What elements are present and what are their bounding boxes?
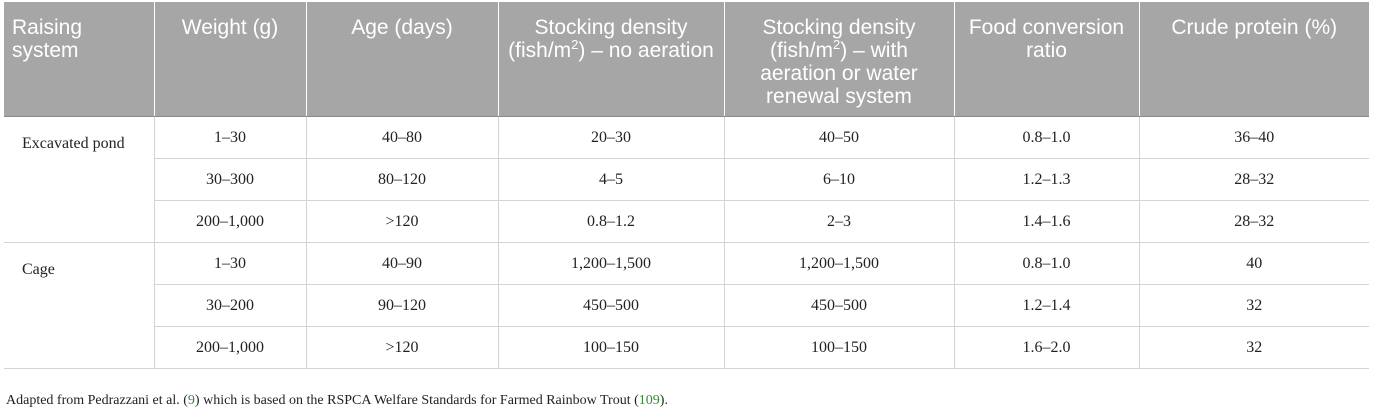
weight-cell: 200–1,000 xyxy=(153,326,306,369)
header-food-conversion: Food conversion ratio xyxy=(953,2,1139,117)
age-cell: 80–120 xyxy=(305,158,498,201)
weight-cell: 200–1,000 xyxy=(153,200,306,243)
density-no-aeration-cell: 100–150 xyxy=(497,326,724,369)
food-conversion-cell: 1.2–1.3 xyxy=(953,158,1139,201)
table-footnote: Adapted from Pedrazzani et al. (9) which… xyxy=(6,393,668,409)
table-row: Cage 1–30 40–90 1,200–1,500 1,200–1,500 … xyxy=(4,242,1369,369)
density-aeration-cell: 2–3 xyxy=(723,200,954,243)
header-raising-system: Raising system xyxy=(4,2,154,117)
crude-protein-cell: 36–40 xyxy=(1138,116,1369,159)
data-table-container: Raising system Weight (g) Age (days) Sto… xyxy=(4,2,1369,369)
reference-link[interactable]: 109 xyxy=(638,393,660,408)
weight-cell: 30–300 xyxy=(153,158,306,201)
weight-cell: 1–30 xyxy=(153,116,306,159)
table-body: Excavated pond 1–30 40–80 20–30 40–50 0.… xyxy=(4,116,1369,369)
age-cell: 40–80 xyxy=(305,116,498,159)
food-conversion-cell: 1.2–1.4 xyxy=(953,284,1139,327)
footnote-text: ) which is based on the RSPCA Welfare St… xyxy=(194,393,639,408)
density-no-aeration-cell: 450–500 xyxy=(497,284,724,327)
stocking-table: Raising system Weight (g) Age (days) Sto… xyxy=(4,2,1369,369)
density-no-aeration-cell: 1,200–1,500 xyxy=(497,242,724,285)
density-aeration-cell: 6–10 xyxy=(723,158,954,201)
weight-cell: 30–200 xyxy=(153,284,306,327)
age-cell: >120 xyxy=(305,200,498,243)
density-aeration-cell: 40–50 xyxy=(723,116,954,159)
header-density-no-aeration: Stocking density (fish/m2) – no aeration xyxy=(497,2,724,117)
food-conversion-cell: 0.8–1.0 xyxy=(953,116,1139,159)
density-aeration-cell: 450–500 xyxy=(723,284,954,327)
reference-link[interactable]: 9 xyxy=(187,393,195,408)
table-row: 200–1,000 >120 0.8–1.2 2–3 1.4–1.6 28–32 xyxy=(4,200,1369,243)
density-no-aeration-cell: 20–30 xyxy=(497,116,724,159)
crude-protein-cell: 32 xyxy=(1138,284,1369,327)
food-conversion-cell: 1.4–1.6 xyxy=(953,200,1139,243)
header-age: Age (days) xyxy=(305,2,498,117)
density-aeration-cell: 100–150 xyxy=(723,326,954,369)
density-aeration-cell: 1,200–1,500 xyxy=(723,242,954,285)
age-cell: 40–90 xyxy=(305,242,498,285)
raising-system-cell: Cage xyxy=(4,242,154,369)
crude-protein-cell: 40 xyxy=(1138,242,1369,285)
footnote-text: ). xyxy=(659,393,668,408)
table-row: Excavated pond 1–30 40–80 20–30 40–50 0.… xyxy=(4,116,1369,243)
header-crude-protein: Crude protein (%) xyxy=(1138,2,1369,117)
table-row: 30–300 80–120 4–5 6–10 1.2–1.3 28–32 xyxy=(4,158,1369,201)
weight-cell: 1–30 xyxy=(153,242,306,285)
crude-protein-cell: 28–32 xyxy=(1138,158,1369,201)
age-cell: 90–120 xyxy=(305,284,498,327)
header-density-aeration: Stocking density (fish/m2) – with aerati… xyxy=(723,2,954,117)
crude-protein-cell: 28–32 xyxy=(1138,200,1369,243)
food-conversion-cell: 1.6–2.0 xyxy=(953,326,1139,369)
footnote-text: Adapted from Pedrazzani et al. ( xyxy=(6,393,188,408)
density-no-aeration-cell: 4–5 xyxy=(497,158,724,201)
age-cell: >120 xyxy=(305,326,498,369)
density-no-aeration-cell: 0.8–1.2 xyxy=(497,200,724,243)
food-conversion-cell: 0.8–1.0 xyxy=(953,242,1139,285)
table-header: Raising system Weight (g) Age (days) Sto… xyxy=(4,2,1369,117)
crude-protein-cell: 32 xyxy=(1138,326,1369,369)
header-weight: Weight (g) xyxy=(153,2,306,117)
table-row: 30–200 90–120 450–500 450–500 1.2–1.4 32 xyxy=(4,284,1369,327)
table-row: 200–1,000 >120 100–150 100–150 1.6–2.0 3… xyxy=(4,326,1369,369)
raising-system-cell: Excavated pond xyxy=(4,116,154,243)
